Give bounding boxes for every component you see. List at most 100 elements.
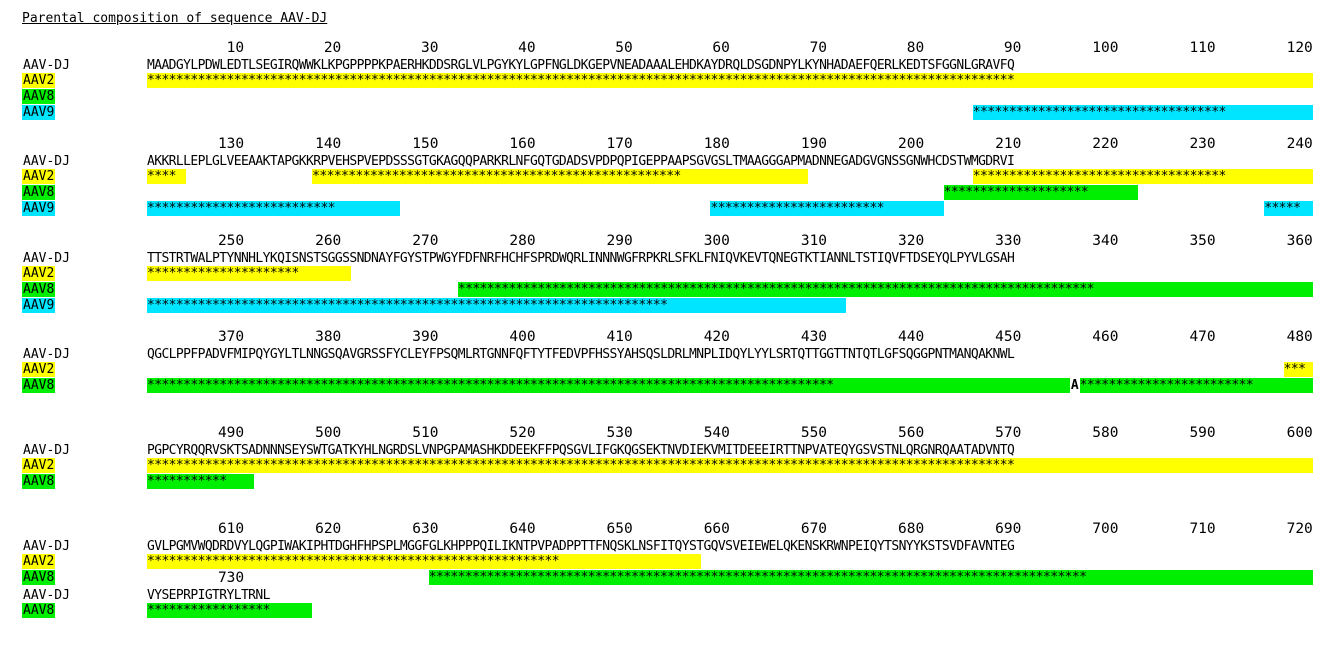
query-row: AAV-DJ PGPCYRQQRVSKTSADNNNSEYSWTGATKYHLNG… bbox=[0, 443, 1328, 459]
match-segment: ****************************************… bbox=[147, 458, 1313, 473]
ruler-tick: 330 bbox=[995, 233, 1022, 249]
parent-track: ****************************************… bbox=[0, 554, 1328, 570]
match-segment: ***** bbox=[1264, 201, 1313, 216]
match-segment: ****************************************… bbox=[147, 298, 847, 313]
query-label: AAV-DJ bbox=[23, 154, 70, 169]
ruler-tick: 360 bbox=[1286, 233, 1313, 249]
match-segment: ****************************************… bbox=[457, 282, 1313, 297]
parent-track: *** bbox=[0, 362, 1328, 378]
ruler-tick: 550 bbox=[800, 425, 828, 441]
ruler-tick: 340 bbox=[1092, 233, 1119, 249]
parent-row-aav8: AAV8 ************************************… bbox=[0, 282, 1328, 298]
match-segment: ****************************************… bbox=[428, 570, 1313, 585]
ruler-tick: 620 bbox=[315, 521, 342, 537]
parent-row-aav2: AAV2 ************************************… bbox=[0, 458, 1328, 474]
position-ruler: 490 500 510 520 530 540 550 560 570 580 590 600 bbox=[0, 425, 1328, 443]
query-label: AAV-DJ bbox=[23, 251, 70, 266]
query-sequence: AKKRLLEPLGLVEEAAKTAPGKKRPVEHSPVEPDSSSGTG… bbox=[147, 154, 1015, 169]
ruler-tick: 70 bbox=[809, 40, 828, 56]
ruler-tick: 10 bbox=[226, 40, 245, 56]
ruler-tick: 660 bbox=[703, 521, 730, 537]
parent-track: ****************************************… bbox=[0, 458, 1328, 474]
query-label: AAV-DJ bbox=[23, 539, 70, 554]
ruler-tick: 160 bbox=[509, 136, 536, 152]
ruler-tick: 570 bbox=[995, 425, 1022, 441]
query-label: AAV-DJ bbox=[23, 443, 70, 458]
parent-row-aav9: AAV9 *********************************** bbox=[0, 105, 1328, 121]
query-row: AAV-DJ MAADGYLPDWLEDTLSEGIRQWWKLKPGPPPPKP… bbox=[0, 58, 1328, 74]
ruler-tick: 380 bbox=[315, 329, 342, 345]
match-segment: *********************************** bbox=[972, 105, 1313, 120]
parent-track: ********************* bbox=[0, 266, 1328, 282]
position-ruler: 730 bbox=[0, 570, 1328, 588]
query-row: AAV-DJ GVLPGMVWQDRDVYLQGPIWAKIPHTDGHFHPSP… bbox=[0, 539, 1328, 555]
parent-track: ****************************************… bbox=[0, 169, 1328, 185]
parent-label: AAV2 bbox=[22, 266, 56, 281]
alignment-block: 250 260 270 280 290 300 310 320 330 340 350 360 AAV-… bbox=[0, 233, 1328, 315]
ruler-tick: 480 bbox=[1286, 329, 1313, 345]
ruler-tick: 120 bbox=[1286, 40, 1313, 56]
ruler-tick: 670 bbox=[800, 521, 828, 537]
parent-track: ****************************************… bbox=[0, 570, 1328, 586]
parent-track: ****************************************… bbox=[0, 298, 1328, 314]
ruler-tick: 90 bbox=[1003, 40, 1022, 56]
parent-label: AAV9 bbox=[22, 298, 56, 313]
match-segment: ********************* bbox=[147, 266, 351, 281]
ruler-tick: 370 bbox=[217, 329, 245, 345]
ruler-tick: 690 bbox=[995, 521, 1022, 537]
ruler-tick: 230 bbox=[1189, 136, 1216, 152]
alignment-block: 10 20 30 40 50 60 70 80 90 100 110 120 AAV-DJ MAADGYL… bbox=[0, 40, 1328, 122]
query-label: AAV-DJ bbox=[23, 347, 70, 362]
ruler-tick: 20 bbox=[323, 40, 342, 56]
query-label: AAV-DJ bbox=[23, 58, 70, 73]
match-segment: *********** bbox=[147, 474, 254, 489]
ruler-tick: 140 bbox=[315, 136, 342, 152]
ruler-tick: 270 bbox=[412, 233, 439, 249]
page-title: Parental composition of sequence AAV-DJ bbox=[22, 11, 328, 26]
parent-label: AAV9 bbox=[22, 201, 56, 216]
parent-track: ******************** bbox=[0, 185, 1328, 201]
ruler-tick: 200 bbox=[897, 136, 925, 152]
ruler-tick: 170 bbox=[606, 136, 633, 152]
match-segment: ************************ bbox=[1079, 378, 1313, 393]
parent-row-aav2: AAV2************************************… bbox=[0, 554, 1328, 570]
alignment-block: 370 380 390 400 410 420 430 440 450 460 470 480 AAV-… bbox=[0, 329, 1328, 411]
match-segment: ****************************************… bbox=[147, 73, 1313, 88]
ruler-tick: 730 bbox=[217, 570, 245, 586]
ruler-tick: 430 bbox=[800, 329, 828, 345]
ruler-tick: 50 bbox=[615, 40, 633, 56]
ruler-tick: 410 bbox=[606, 329, 633, 345]
ruler-tick: 280 bbox=[509, 233, 536, 249]
parent-row-aav8: AAV8 ************************************… bbox=[0, 570, 1328, 586]
ruler-tick: 640 bbox=[509, 521, 536, 537]
parent-track: ****************************************… bbox=[0, 201, 1328, 217]
ruler-tick: 100 bbox=[1092, 40, 1119, 56]
match-segment: *********************************** bbox=[972, 169, 1313, 184]
query-sequence: GVLPGMVWQDRDVYLQGPIWAKIPHTDGHFHPSPLMGGFG… bbox=[147, 539, 1015, 554]
ruler-tick: 110 bbox=[1189, 40, 1216, 56]
ruler-tick: 190 bbox=[800, 136, 828, 152]
parent-label: AAV2 bbox=[22, 458, 56, 473]
parent-row-aav8: AAV8 *********** bbox=[0, 474, 1328, 490]
query-row: AAV-DJ VYSEPRPIGTRYLTRNL bbox=[0, 588, 1328, 604]
ruler-tick: 220 bbox=[1092, 136, 1119, 152]
alignment-block: 610 620 630 640 650 660 670 680 690 700 710 720 AAV-… bbox=[0, 521, 1328, 603]
parent-row-aav2: AAV2************************************… bbox=[0, 73, 1328, 89]
parent-label: AAV8 bbox=[22, 89, 56, 104]
ruler-tick: 80 bbox=[906, 40, 925, 56]
ruler-tick: 520 bbox=[509, 425, 536, 441]
ruler-tick: 400 bbox=[509, 329, 536, 345]
ruler-tick: 320 bbox=[897, 233, 925, 249]
position-ruler: 370 380 390 400 410 420 430 440 450 460 470 480 bbox=[0, 329, 1328, 347]
match-segment: ****************************************… bbox=[147, 378, 1070, 393]
ruler-tick: 600 bbox=[1286, 425, 1313, 441]
ruler-tick: 490 bbox=[217, 425, 245, 441]
parent-label: AAV8 bbox=[22, 282, 56, 297]
parent-row-aav2: AAV2************************************… bbox=[0, 169, 1328, 185]
match-segment: ************************ bbox=[710, 201, 944, 216]
query-sequence: QGCLPPFPADVFMIPQYGYLTLNNGSQAVGRSSFYCLEYF… bbox=[147, 347, 1015, 362]
ruler-tick: 500 bbox=[315, 425, 342, 441]
parent-track: ****************************************… bbox=[0, 378, 1328, 394]
ruler-tick: 530 bbox=[606, 425, 633, 441]
alignment-block: 730 AAV-DJ VYSEPRPIGTRYLTRNL AAV8 **********… bbox=[0, 570, 1328, 652]
